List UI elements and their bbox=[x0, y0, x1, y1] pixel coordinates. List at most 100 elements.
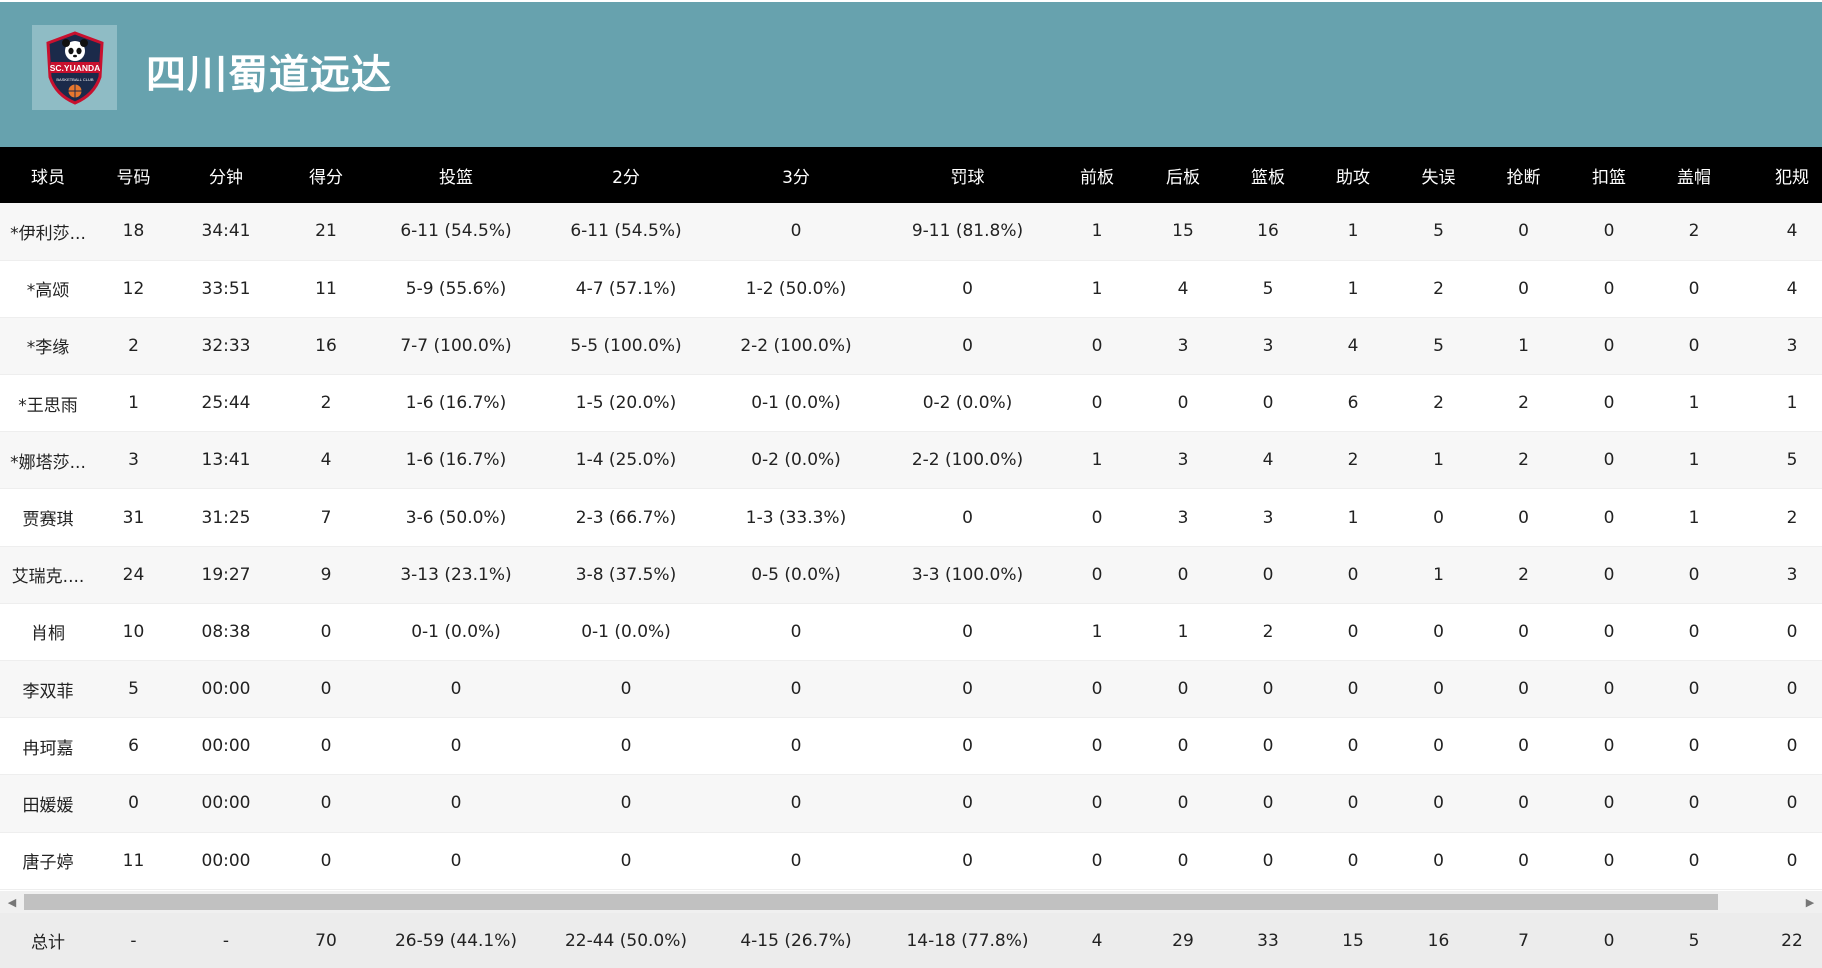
player-row[interactable]: *伊利莎... 18 34:41 21 6-11 (54.5%) 6-11 (54.5%)… bbox=[0, 203, 1822, 261]
stat-cell: 3 bbox=[1736, 317, 1822, 376]
player-row[interactable]: 艾瑞克.... 24 19:27 9 3-13 (23.1%) 3-8 (37.5%) 0-… bbox=[0, 546, 1822, 604]
column-header[interactable]: 分钟 bbox=[171, 147, 281, 203]
stat-cell: 0 bbox=[1481, 660, 1566, 719]
stat-cell: 0 bbox=[371, 660, 541, 719]
stat-cell: 15 bbox=[1140, 203, 1226, 261]
player-row[interactable]: *娜塔莎... 3 13:41 4 1-6 (16.7%) 1-4 (25.0%) 0-2 … bbox=[0, 431, 1822, 490]
stat-cell: 34:41 bbox=[171, 203, 281, 261]
stat-cell: 2 bbox=[1396, 260, 1481, 318]
column-header[interactable]: 号码 bbox=[96, 147, 171, 203]
arrow-left-icon[interactable]: ◀ bbox=[7, 895, 17, 909]
totals-cell: 14-18 (77.8%) bbox=[881, 913, 1054, 968]
stat-cell: 0 bbox=[1226, 717, 1310, 776]
scrollbar-thumb[interactable] bbox=[24, 894, 1718, 910]
column-header[interactable]: 助攻 bbox=[1310, 147, 1396, 203]
column-header[interactable]: 3分 bbox=[711, 147, 881, 203]
stat-cell: 0 bbox=[281, 774, 371, 833]
column-header[interactable]: 前板 bbox=[1054, 147, 1140, 203]
stat-cell: 0 bbox=[881, 317, 1054, 376]
player-name[interactable]: 李双菲 bbox=[0, 660, 96, 719]
stat-cell: 6 bbox=[96, 717, 171, 776]
stat-cell: 00:00 bbox=[171, 832, 281, 890]
stat-cell: 0 bbox=[1310, 774, 1396, 833]
stat-cell: 0 bbox=[1054, 317, 1140, 376]
player-row[interactable]: *王思雨 1 25:44 2 1-6 (16.7%) 1-5 (20.0%) 0-1 (0.… bbox=[0, 374, 1822, 433]
player-row[interactable]: 田媛媛 0 00:00 0 0 0 0 0 0 0 0 0 0 0 0 0 0 bbox=[0, 774, 1822, 833]
player-name[interactable]: *李缘 bbox=[0, 317, 96, 376]
totals-cell: 5 bbox=[1652, 913, 1736, 968]
player-name[interactable]: *伊利莎... bbox=[0, 203, 96, 261]
column-header[interactable]: 2分 bbox=[541, 147, 711, 203]
stat-cell: 0 bbox=[96, 774, 171, 833]
player-row[interactable]: 冉珂嘉 6 00:00 0 0 0 0 0 0 0 0 0 0 0 0 0 0 bbox=[0, 717, 1822, 776]
stat-cell: 5 bbox=[1226, 260, 1310, 318]
column-header[interactable]: 篮板 bbox=[1226, 147, 1310, 203]
stat-cell: 1 bbox=[1054, 603, 1140, 662]
stat-cell: 0-1 (0.0%) bbox=[371, 603, 541, 662]
stat-cell: 16 bbox=[281, 317, 371, 376]
stat-cell: 1-2 (50.0%) bbox=[711, 260, 881, 318]
stat-cell: 2 bbox=[1310, 431, 1396, 490]
player-name[interactable]: 贾赛琪 bbox=[0, 488, 96, 547]
player-name[interactable]: 唐子婷 bbox=[0, 832, 96, 890]
player-name[interactable]: 艾瑞克.... bbox=[0, 546, 96, 604]
stat-cell: 0 bbox=[881, 832, 1054, 890]
player-name[interactable]: 田媛媛 bbox=[0, 774, 96, 833]
column-header[interactable]: 失误 bbox=[1396, 147, 1481, 203]
stat-cell: 6-11 (54.5%) bbox=[541, 203, 711, 261]
totals-cell: 22 bbox=[1736, 913, 1822, 968]
column-header[interactable]: 得分 bbox=[281, 147, 371, 203]
player-name[interactable]: 冉珂嘉 bbox=[0, 717, 96, 776]
stat-cell: 1 bbox=[1054, 203, 1140, 261]
totals-cell: 26-59 (44.1%) bbox=[371, 913, 541, 968]
player-name[interactable]: 肖桐 bbox=[0, 603, 96, 662]
stat-cell: 0 bbox=[1481, 203, 1566, 261]
player-name[interactable]: *王思雨 bbox=[0, 374, 96, 433]
totals-cell: 33 bbox=[1226, 913, 1310, 968]
totals-cell: - bbox=[171, 913, 281, 968]
stat-cell: 5 bbox=[1736, 431, 1822, 490]
table-header-row: 球员 号码 分钟 得分 投篮 2分 3分 罚球 前板 后板 篮板 助攻 失误 抢断 扣篮 盖帽 犯规 bbox=[0, 147, 1822, 203]
stat-cell: 0 bbox=[1054, 774, 1140, 833]
stat-cell: 0 bbox=[1566, 660, 1652, 719]
player-name[interactable]: *娜塔莎... bbox=[0, 431, 96, 490]
column-header[interactable]: 球员 bbox=[0, 147, 96, 203]
stat-cell: 0 bbox=[1566, 488, 1652, 547]
totals-cell: 15 bbox=[1310, 913, 1396, 968]
stat-cell: 2 bbox=[1481, 431, 1566, 490]
horizontal-scrollbar[interactable]: ◀ ▶ bbox=[0, 891, 1822, 913]
player-row[interactable]: *高颂 12 33:51 11 5-9 (55.6%) 4-7 (57.1%) 1-2 (5… bbox=[0, 260, 1822, 318]
stat-cell: 0 bbox=[1140, 374, 1226, 433]
player-row[interactable]: 肖桐 10 08:38 0 0-1 (0.0%) 0-1 (0.0%) 0 0 1 1 2 0 0 0 0 0… bbox=[0, 603, 1822, 662]
stat-cell: 0 bbox=[881, 603, 1054, 662]
column-header[interactable]: 后板 bbox=[1140, 147, 1226, 203]
stat-cell: 12 bbox=[96, 260, 171, 318]
team-logo: SC.YUANDA BASKETBALL CLUB bbox=[32, 25, 117, 110]
column-header[interactable]: 抢断 bbox=[1481, 147, 1566, 203]
player-row[interactable]: 李双菲 5 00:00 0 0 0 0 0 0 0 0 0 0 0 0 0 0 bbox=[0, 660, 1822, 719]
boxscore-table-container[interactable]: 球员 号码 分钟 得分 投篮 2分 3分 罚球 前板 后板 篮板 助攻 失误 抢断 扣篮 盖帽 犯规 *伊利莎.… bbox=[0, 147, 1822, 891]
column-header[interactable]: 扣篮 bbox=[1566, 147, 1652, 203]
column-header[interactable]: 投篮 bbox=[371, 147, 541, 203]
stat-cell: 0 bbox=[1566, 260, 1652, 318]
stat-cell: 1 bbox=[96, 374, 171, 433]
stat-cell: 0 bbox=[1566, 546, 1652, 604]
column-header[interactable]: 犯规 bbox=[1736, 147, 1822, 203]
player-name[interactable]: *高颂 bbox=[0, 260, 96, 318]
stat-cell: 0 bbox=[1652, 660, 1736, 719]
stat-cell: 0-5 (0.0%) bbox=[711, 546, 881, 604]
column-header[interactable]: 盖帽 bbox=[1652, 147, 1736, 203]
stat-cell: 0 bbox=[541, 774, 711, 833]
player-row[interactable]: 贾赛琪 31 31:25 7 3-6 (50.0%) 2-3 (66.7%) 1-3 (33… bbox=[0, 488, 1822, 547]
stat-cell: 2-3 (66.7%) bbox=[541, 488, 711, 547]
stat-cell: 10 bbox=[96, 603, 171, 662]
stat-cell: 0 bbox=[371, 832, 541, 890]
stat-cell: 2 bbox=[1226, 603, 1310, 662]
stat-cell: 32:33 bbox=[171, 317, 281, 376]
player-row[interactable]: 唐子婷 11 00:00 0 0 0 0 0 0 0 0 0 0 0 0 0 0 bbox=[0, 832, 1822, 890]
column-header[interactable]: 罚球 bbox=[881, 147, 1054, 203]
player-row[interactable]: *李缘 2 32:33 16 7-7 (100.0%) 5-5 (100.0%) 2-2 (… bbox=[0, 317, 1822, 376]
arrow-right-icon[interactable]: ▶ bbox=[1805, 895, 1815, 909]
stat-cell: 2 bbox=[1481, 374, 1566, 433]
totals-label: 总计 bbox=[0, 913, 96, 968]
